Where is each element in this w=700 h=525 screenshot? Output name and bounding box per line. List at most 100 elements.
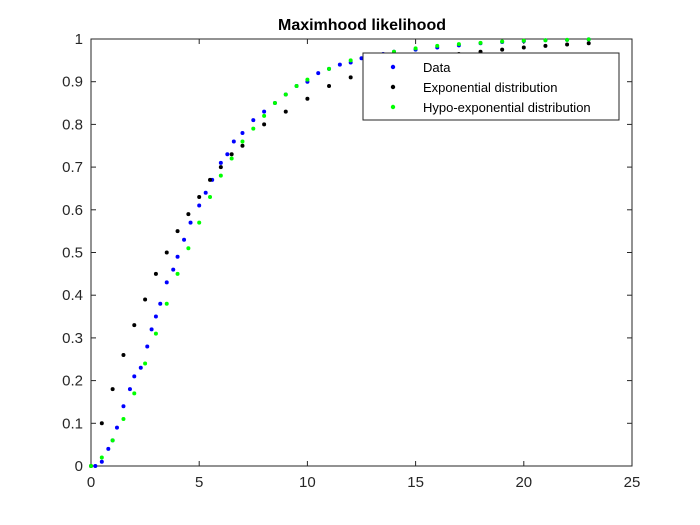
data-point [197, 220, 202, 225]
data-point [435, 43, 440, 48]
data-point [132, 323, 137, 328]
legend: Data Exponential distribution Hypo-exponen… [362, 52, 620, 121]
data-point [182, 237, 187, 242]
chart-title: Maximhood likelihood [278, 17, 446, 34]
data-point [565, 37, 570, 42]
data-point [175, 254, 180, 259]
data-point [251, 118, 256, 123]
x-tick-label: 5 [195, 474, 203, 491]
data-point [586, 41, 591, 46]
data-point [110, 387, 115, 392]
data-point [225, 152, 230, 157]
data-point [500, 47, 505, 52]
legend-box [362, 52, 620, 121]
series-3 [89, 37, 591, 468]
legend-label: Hypo-exponential distribution [423, 100, 591, 115]
data-point [186, 246, 191, 251]
data-point [521, 45, 526, 50]
data-point [327, 83, 332, 88]
data-point [478, 40, 483, 45]
legend-item: Exponential distribution [390, 80, 557, 95]
data-point [543, 43, 548, 48]
data-point [121, 404, 126, 409]
data-point [229, 156, 234, 161]
data-point [164, 280, 169, 285]
legend-marker [390, 84, 396, 90]
data-point [565, 42, 570, 47]
data-point [272, 101, 277, 106]
data-point [153, 331, 158, 336]
data-point [337, 62, 342, 67]
data-point [521, 38, 526, 43]
data-point [283, 92, 288, 97]
data-point [218, 160, 223, 165]
y-tick-label: 0.9 [62, 74, 83, 91]
data-point [218, 165, 223, 170]
data-point [203, 190, 208, 195]
data-point [99, 421, 104, 426]
data-point [153, 314, 158, 319]
data-point [138, 365, 143, 370]
data-point [208, 194, 213, 199]
data-point [283, 109, 288, 114]
data-point [348, 75, 353, 80]
data-point [175, 271, 180, 276]
x-tick-label: 20 [515, 474, 532, 491]
data-point [127, 387, 132, 392]
data-point [99, 459, 104, 464]
data-point [93, 464, 98, 468]
data-point [543, 38, 548, 43]
y-tick-label: 0.4 [62, 287, 83, 304]
data-point [208, 177, 213, 182]
x-tick-label: 15 [407, 474, 424, 491]
data-point [171, 267, 176, 272]
data-point [121, 352, 126, 357]
data-point [240, 130, 245, 135]
data-point [218, 173, 223, 178]
data-point [229, 152, 234, 157]
data-point [251, 126, 256, 131]
data-point [327, 66, 332, 71]
y-tick-label: 0.1 [62, 415, 83, 432]
data-point [262, 113, 267, 118]
legend-label: Exponential distribution [423, 80, 557, 95]
data-point [89, 464, 93, 468]
data-point [231, 139, 236, 144]
y-tick-label: 0.2 [62, 373, 83, 390]
legend-item: Data [390, 60, 451, 75]
data-point [164, 250, 169, 255]
data-point [197, 203, 202, 208]
x-tick-label: 10 [299, 474, 316, 491]
y-tick-label: 0.5 [62, 245, 83, 262]
data-point [188, 220, 193, 225]
data-point [316, 71, 321, 76]
legend-label: Data [423, 60, 451, 75]
data-point [132, 391, 137, 396]
data-point [305, 77, 310, 82]
data-point [240, 139, 245, 144]
y-tick-label: 0.8 [62, 116, 83, 133]
data-point [500, 39, 505, 44]
data-point [114, 425, 119, 430]
data-point [175, 229, 180, 234]
data-point [110, 438, 115, 443]
x-tick-label: 25 [624, 474, 641, 491]
data-point [106, 446, 111, 451]
data-point [145, 344, 150, 349]
data-point [164, 301, 169, 306]
y-tick-label: 0.7 [62, 159, 83, 176]
y-tick-label: 0.3 [62, 330, 83, 347]
data-point [305, 96, 310, 101]
data-point [158, 301, 163, 306]
legend-marker [390, 64, 396, 70]
data-point [149, 327, 154, 332]
data-point [413, 46, 418, 51]
data-point [132, 374, 137, 379]
data-point [294, 83, 299, 88]
data-point [262, 122, 267, 127]
x-tick-label: 0 [87, 474, 95, 491]
data-point [186, 212, 191, 217]
y-tick-label: 1 [75, 31, 83, 48]
data-point [262, 109, 267, 114]
